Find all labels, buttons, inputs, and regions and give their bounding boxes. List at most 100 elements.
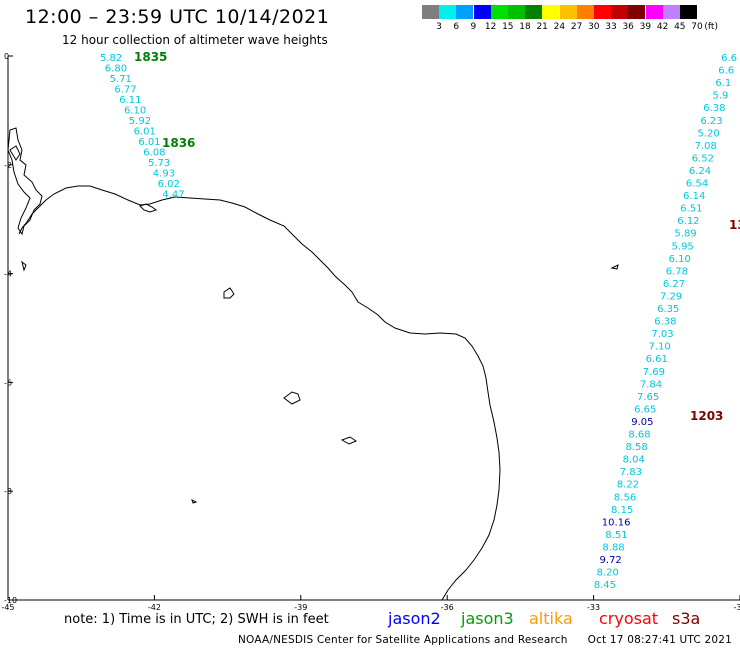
- legend-label-21: 21: [536, 22, 548, 32]
- swh-label: 5.82: [100, 53, 122, 64]
- legend-swatch-30: [576, 5, 594, 19]
- swh-label: 5.71: [110, 74, 132, 85]
- legend-swatch-6: [439, 5, 457, 19]
- legend-label-3: 3: [436, 22, 442, 32]
- swh-label: 5.20: [697, 128, 719, 139]
- swh-label: 8.68: [628, 430, 650, 441]
- legend-label-36: 36: [622, 22, 634, 32]
- y-tick-label: 0: [4, 52, 9, 61]
- legend-swatch-45: [662, 5, 680, 19]
- legend-swatch-36: [611, 5, 629, 19]
- x-tick-label: -39: [294, 603, 307, 612]
- legend-label-45: 45: [674, 22, 686, 32]
- page-subtitle: 12 hour collection of altimeter wave hei…: [62, 33, 328, 47]
- legend-label-30: 30: [588, 22, 600, 32]
- swh-label: 7.65: [637, 392, 659, 403]
- swh-label: 6.52: [692, 153, 714, 164]
- fernando-de-noronha: [283, 391, 301, 405]
- legend-swatch-27: [559, 5, 577, 19]
- satellite-altika: altika: [529, 609, 573, 628]
- coastline-islet: [610, 264, 619, 270]
- swh-label: 6.10: [669, 254, 691, 265]
- swh-label: 6.23: [700, 116, 722, 127]
- swh-label: 6.38: [654, 317, 676, 328]
- swh-label: 6.77: [114, 85, 136, 96]
- swh-label: 6.11: [119, 95, 141, 106]
- swh-label: 6.08: [143, 148, 165, 159]
- x-tick-label: -45: [1, 603, 14, 612]
- swh-label: 6.35: [657, 304, 679, 315]
- swh-label: 6.78: [666, 266, 688, 277]
- swh-label: 8.22: [617, 480, 639, 491]
- legend-label-39: 39: [639, 22, 652, 32]
- legend-swatch-21: [525, 5, 543, 19]
- swh-label: 6.65: [634, 404, 656, 415]
- swh-label: 6.01: [134, 127, 156, 138]
- swh-label: 7.03: [651, 329, 673, 340]
- swh-label: 7.29: [660, 291, 682, 302]
- color-legend: 3 6 9 12 15 18 21 24 27 30 33 36 39 42 45 70 (ft): [422, 5, 729, 33]
- legend-swatch-33: [594, 5, 611, 19]
- track-time-label: 13: [729, 218, 740, 232]
- swh-label: 8.04: [623, 455, 645, 466]
- coastline-marajo: [7, 127, 43, 236]
- swh-label: 8.58: [625, 442, 647, 453]
- legend-swatch-15: [490, 5, 508, 19]
- swh-label: 9.72: [600, 555, 622, 566]
- y-tick-label: -2: [4, 161, 12, 170]
- swh-label: 6.51: [680, 204, 702, 215]
- swh-label: 5.95: [672, 241, 694, 252]
- legend-unit: (ft): [704, 22, 718, 32]
- legend-swatch-9: [456, 5, 474, 19]
- generated-timestamp: Oct 17 08:27:41 UTC 2021: [587, 634, 732, 646]
- swh-label: 6.61: [646, 354, 668, 365]
- legend-swatch-39: [628, 5, 646, 19]
- x-tick-label: -33: [587, 603, 600, 612]
- swh-label: 6.01: [138, 137, 160, 148]
- legend-swatch-42: [645, 5, 663, 19]
- swh-label: 4.47: [162, 190, 184, 201]
- legend-label-33: 33: [605, 22, 617, 32]
- swh-label: 6.54: [686, 179, 708, 190]
- credit-text: NOAA/NESDIS Center for Satellite Applica…: [238, 634, 568, 646]
- swh-label: 6.12: [677, 216, 699, 227]
- map-frame: -45 -42 -39 -36 -33 -30 0 -2 -4 -6 -8 -10: [1, 52, 740, 612]
- satellite-s3a: s3a: [672, 609, 701, 628]
- coastline-islet: [191, 499, 198, 504]
- y-tick-label: -4: [4, 270, 12, 279]
- swh-label: 10.16: [602, 517, 631, 528]
- coastline-islet: [21, 260, 27, 272]
- coastline-islet: [340, 436, 358, 445]
- swh-label: 6.24: [689, 166, 711, 177]
- swh-label: 4.93: [153, 169, 175, 180]
- legend-label-15: 15: [502, 22, 514, 32]
- swh-label: 6.38: [703, 103, 725, 114]
- x-tick-label: -42: [148, 603, 161, 612]
- swh-label: 6.27: [663, 279, 685, 290]
- track-right: 6.66.66.15.96.386.235.207.086.526.246.54…: [594, 53, 740, 591]
- legend-swatch-70: [680, 5, 697, 19]
- swh-label: 6.6: [721, 53, 737, 64]
- swh-label: 5.73: [148, 158, 170, 169]
- satellite-cryosat: cryosat: [599, 609, 659, 628]
- swh-label: 6.10: [124, 106, 146, 117]
- swh-label: 6.80: [105, 64, 127, 75]
- swh-label: 8.45: [594, 580, 616, 591]
- swh-label: 5.92: [129, 116, 151, 127]
- swh-label: 7.69: [643, 367, 665, 378]
- y-tick-label: -6: [4, 378, 12, 387]
- track-time-label: 1835: [134, 50, 167, 64]
- legend-label-9: 9: [470, 22, 477, 32]
- swh-label: 6.1: [715, 78, 731, 89]
- swh-label: 7.08: [695, 141, 717, 152]
- x-tick-label: -30: [733, 603, 740, 612]
- swh-label: 6.14: [683, 191, 705, 202]
- x-tick-label: -36: [441, 603, 454, 612]
- legend-label-27: 27: [570, 22, 583, 32]
- swh-label: 5.89: [674, 229, 696, 240]
- coastline-islet: [139, 203, 158, 213]
- track-time-label: 1203: [690, 409, 723, 423]
- legend-label-18: 18: [519, 22, 531, 32]
- satellite-jason2: jason2: [388, 609, 441, 628]
- swh-label: 7.83: [620, 467, 642, 478]
